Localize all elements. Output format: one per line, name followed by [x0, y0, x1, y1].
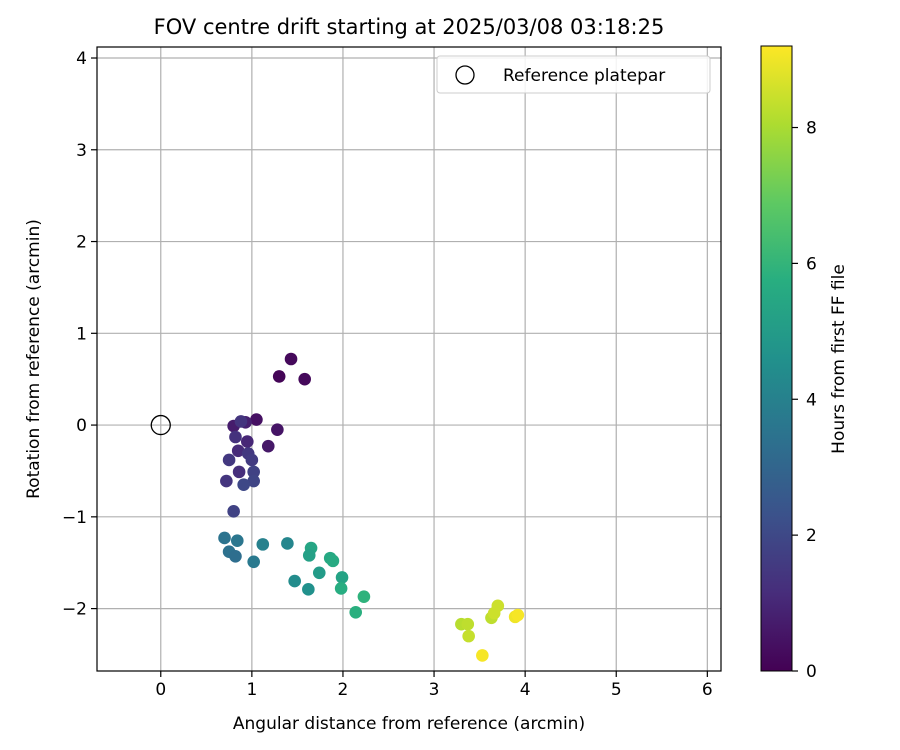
y-tick-label: 3 [76, 141, 87, 161]
data-point [349, 605, 363, 619]
legend-entry-label: Reference platepar [503, 66, 665, 86]
y-tick-label: −1 [62, 508, 87, 528]
y-tick-label: 4 [76, 49, 87, 69]
data-point [220, 474, 233, 488]
y-tick-label: 0 [76, 416, 87, 436]
data-point [247, 555, 260, 569]
x-tick-label: 2 [338, 680, 349, 700]
data-point [476, 649, 489, 662]
x-tick-label: 5 [611, 680, 622, 700]
y-tick-label: −2 [62, 600, 87, 620]
data-point [298, 372, 311, 386]
colorbar: 0 2 4 6 8 Hours from first FF file [760, 45, 849, 682]
data-point [511, 608, 525, 622]
x-tick-label: 0 [155, 680, 166, 700]
data-point [461, 617, 475, 631]
data-point [234, 415, 248, 428]
x-axis-label: Angular distance from reference (arcmin) [233, 714, 585, 734]
data-point [272, 370, 286, 383]
data-point [256, 538, 270, 551]
colorbar-tick-label: 4 [806, 390, 817, 410]
data-point [230, 534, 244, 547]
y-tick-label: 1 [76, 324, 87, 344]
data-point [491, 599, 505, 613]
plot-frame [96, 46, 722, 672]
x-tick-label: 6 [702, 680, 713, 700]
data-point [302, 583, 315, 596]
reference-platepar-point [150, 414, 171, 436]
data-point [232, 465, 246, 479]
data-point [222, 453, 236, 467]
colorbar-tick-label: 0 [806, 662, 817, 682]
data-point [326, 554, 340, 568]
data-point [335, 571, 349, 584]
data-point [229, 430, 242, 444]
colorbar-label: Hours from first FF file [829, 264, 849, 454]
data-point [261, 439, 275, 453]
colorbar-tick-label: 6 [806, 254, 817, 274]
x-tick-label: 1 [246, 680, 257, 700]
data-point [231, 444, 245, 458]
x-tick-label: 4 [520, 680, 531, 700]
data-point [227, 505, 240, 518]
data-point [229, 549, 242, 563]
colorbar-gradient [760, 45, 793, 672]
colorbar-tick-label: 2 [806, 526, 817, 546]
legend-box [436, 55, 711, 94]
data-point [241, 435, 254, 448]
data-point [237, 478, 250, 492]
data-point [357, 590, 371, 603]
y-axis-ticks: −2 −1 0 1 2 3 4 [62, 49, 97, 620]
data-point [302, 549, 316, 562]
data-points [218, 352, 525, 662]
data-point [247, 474, 260, 488]
data-point [334, 582, 348, 595]
chart-title: FOV centre drift starting at 2025/03/08 … [154, 15, 665, 39]
data-point [281, 537, 294, 550]
data-point [462, 629, 475, 643]
data-point [247, 465, 260, 479]
x-tick-label: 3 [429, 680, 440, 700]
data-point [312, 566, 326, 580]
data-point [271, 423, 284, 436]
colorbar-tick-label: 8 [806, 119, 817, 139]
y-tick-label: 2 [76, 233, 87, 253]
data-point [218, 531, 231, 545]
data-point [288, 574, 301, 588]
legend: Reference platepar [436, 55, 711, 94]
x-axis-ticks: 0 1 2 3 4 5 6 [155, 671, 713, 700]
reference-marker [150, 414, 171, 436]
legend-reference-marker-icon [455, 65, 475, 85]
data-point [284, 352, 298, 366]
data-point [245, 453, 259, 467]
y-axis-label: Rotation from reference (arcmin) [24, 219, 44, 499]
data-point [250, 413, 263, 426]
grid-lines [97, 47, 721, 671]
colorbar-ticks: 0 2 4 6 8 [792, 119, 817, 682]
